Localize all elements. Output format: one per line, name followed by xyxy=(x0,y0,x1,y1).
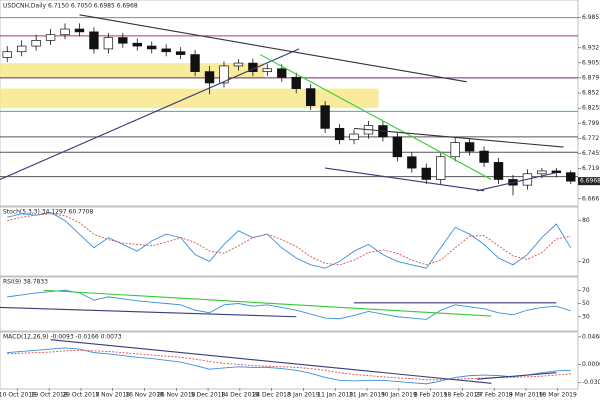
candle-body xyxy=(31,40,41,47)
candle-body xyxy=(74,28,85,33)
y-tick-label: 20 xyxy=(582,258,590,265)
indicator-line xyxy=(7,211,572,269)
candle-body xyxy=(45,34,56,41)
y-tick-label: 0.0000 xyxy=(582,361,600,368)
candle-body xyxy=(493,162,504,180)
trend-line xyxy=(259,54,492,180)
trend-line xyxy=(79,14,467,83)
y-tick-label: 6.772 xyxy=(582,135,599,142)
candle-body xyxy=(175,51,186,55)
trend-line xyxy=(476,372,557,380)
trend-line xyxy=(353,127,564,148)
y-tick-label: 6.852 xyxy=(582,90,599,97)
x-tick-label: 14 Dec 2018 xyxy=(221,392,260,399)
candle-body xyxy=(89,31,99,50)
panel-frame xyxy=(0,206,579,277)
y-tick-label: 6.666 xyxy=(582,195,599,202)
candle-body xyxy=(233,62,244,67)
last-price-label: 6.6968 xyxy=(580,178,600,185)
y-tick-label: -0.0303 xyxy=(582,379,600,386)
indicator-line xyxy=(7,347,571,385)
trend-line xyxy=(325,167,485,192)
trend-line xyxy=(0,306,297,318)
x-tick-label: 8 Feb 2019 xyxy=(414,392,448,399)
x-tick-label: 27 Feb 2019 xyxy=(476,392,514,399)
trend-line xyxy=(50,339,492,384)
candle-body xyxy=(147,45,157,50)
candle-body xyxy=(392,136,403,158)
panel-frame xyxy=(0,276,579,332)
y-tick-label: 6.879 xyxy=(582,74,599,81)
candle-body xyxy=(407,156,417,169)
y-tick-label: 50 xyxy=(582,300,590,307)
candle-body xyxy=(334,128,345,141)
y-tick-label: 6.9851 xyxy=(582,14,600,21)
candle-body xyxy=(277,68,287,78)
y-tick-label: 30 xyxy=(582,313,590,320)
rsi-title: RSI(9) 38.7833 xyxy=(3,279,48,286)
y-tick-label: 70 xyxy=(582,287,590,294)
candle-body xyxy=(305,88,316,107)
candle-body xyxy=(349,133,359,141)
macd-title: MACD(12,26,9) -0.0093 -0.0166 0.0073 xyxy=(3,334,122,341)
x-tick-label: 19 Oct 2018 xyxy=(31,392,68,399)
candle-body xyxy=(479,150,489,163)
x-tick-label: 21 Jan 2019 xyxy=(349,392,385,399)
x-tick-label: 30 Jan 2019 xyxy=(381,392,417,399)
trend-line xyxy=(43,289,492,317)
candle-body xyxy=(132,42,142,47)
trend-line xyxy=(0,48,300,180)
y-tick-label: 6.9055 xyxy=(582,59,600,66)
x-tick-label: 26 Nov 2018 xyxy=(157,392,196,399)
y-tick-label: 0.0468 xyxy=(582,333,600,340)
panel-frame xyxy=(0,0,579,207)
indicator-line xyxy=(7,289,571,320)
indicator-line xyxy=(7,213,571,266)
x-tick-label: 18 Mar 2019 xyxy=(539,392,577,399)
candle-body xyxy=(464,142,475,152)
x-tick-label: 5 Dec 2018 xyxy=(191,392,226,399)
x-tick-label: 7 Nov 2018 xyxy=(95,392,130,399)
y-tick-label: 6.8255 xyxy=(582,105,600,112)
candle-body xyxy=(190,54,200,72)
panel-frame xyxy=(0,331,579,390)
candle-body xyxy=(320,105,330,129)
candle-body xyxy=(436,156,446,180)
stoch-title: Stoch(5,3,3) 34.1297 60.7708 xyxy=(3,209,94,216)
x-tick-label: 18 Feb 2019 xyxy=(444,392,482,399)
last-price-box xyxy=(578,177,600,186)
x-tick-label: 8 Mar 2019 xyxy=(509,392,543,399)
x-tick-label: 16 Nov 2018 xyxy=(125,392,164,399)
candle-body xyxy=(16,45,27,53)
y-tick-label: 80 xyxy=(582,217,590,224)
candle-body xyxy=(262,68,273,72)
y-tick-label: 6.7455 xyxy=(582,150,600,157)
candle-body xyxy=(204,71,215,84)
x-tick-label: 11 Jan 2019 xyxy=(317,392,353,399)
y-tick-label: 6.799 xyxy=(582,120,599,127)
candle-body xyxy=(537,170,547,175)
candle-body xyxy=(566,172,576,182)
candle-body xyxy=(2,51,12,58)
y-tick-label: 6.719 xyxy=(582,165,599,172)
candle-body xyxy=(421,167,431,180)
candle-body xyxy=(60,28,70,36)
candle-body xyxy=(551,170,562,173)
trend-line xyxy=(476,172,557,192)
x-tick-label: 29 Oct 2018 xyxy=(62,392,99,399)
candle-body xyxy=(219,65,229,84)
y-tick-label: 6.932 xyxy=(582,44,599,51)
candle-body xyxy=(161,48,171,53)
candle-body xyxy=(450,142,460,158)
candle-body xyxy=(291,76,301,89)
x-tick-label: 24 Dec 2018 xyxy=(252,392,291,399)
x-tick-label: 3 Jan 2019 xyxy=(287,392,319,399)
candle-body xyxy=(103,37,114,50)
chart-title: USDCNH,Daily 6.7150 6.7050 6.6985 6.6968 xyxy=(3,3,138,10)
candle-body xyxy=(118,37,128,44)
zone xyxy=(0,88,379,108)
x-tick-label: 10 Oct 2018 xyxy=(0,392,36,399)
